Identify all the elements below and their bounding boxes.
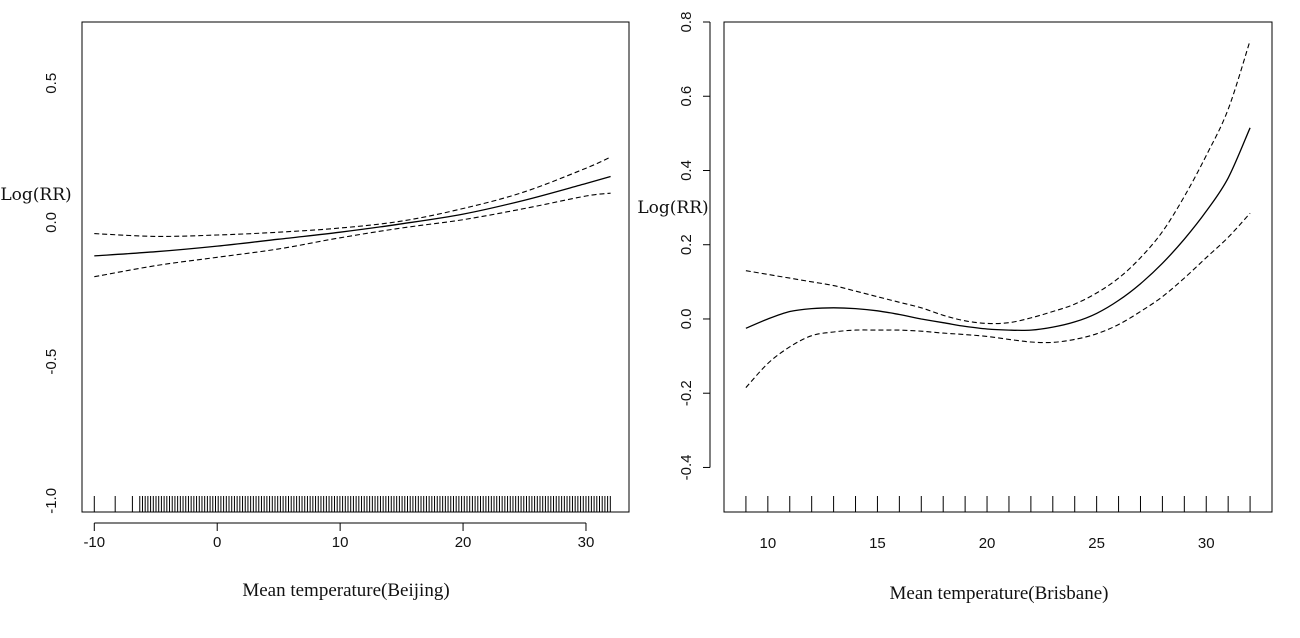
x-tick-label: 30 bbox=[1198, 535, 1215, 552]
ci-lower-line bbox=[745, 212, 1251, 388]
x-tick-label: 10 bbox=[332, 534, 349, 551]
x-tick-label: 15 bbox=[869, 535, 886, 552]
x-tick-label: 20 bbox=[455, 534, 472, 551]
plot-frame bbox=[723, 21, 1273, 513]
y-axis-title: Log(RR) bbox=[637, 198, 708, 218]
ci-upper-line bbox=[94, 156, 611, 237]
y-tick-label: -0.4 bbox=[678, 455, 695, 481]
x-tick-label: 20 bbox=[979, 535, 996, 552]
y-tick-label: 0.6 bbox=[678, 86, 695, 107]
y-tick-label: -1.0 bbox=[43, 488, 60, 514]
x-tick-label: 25 bbox=[1088, 535, 1105, 552]
y-tick-label: 0.5 bbox=[43, 73, 60, 94]
y-tick-label: 0.8 bbox=[678, 12, 695, 33]
ci-upper-line bbox=[745, 40, 1251, 325]
y-tick-label: -0.5 bbox=[43, 349, 60, 375]
y-tick-label: -0.2 bbox=[678, 380, 695, 406]
ci-lower-line bbox=[94, 192, 611, 278]
plot-frame bbox=[81, 21, 630, 513]
y-tick-label: 0.0 bbox=[678, 309, 695, 330]
y-tick-label: 0.2 bbox=[678, 234, 695, 255]
y-tick-label: 0.0 bbox=[43, 212, 60, 233]
x-tick-label: -10 bbox=[83, 534, 105, 551]
brisbane-panel: -0.4 -0.2 0.0 0.2 0.4 0.6 0.8 10 15 20 25 30 Log(RR)… bbox=[637, 12, 1273, 604]
estimate-line bbox=[745, 127, 1251, 332]
y-tick-label: 0.4 bbox=[678, 160, 695, 181]
x-axis-title: Mean temperature(Beijing) bbox=[242, 580, 449, 601]
beijing-panel: -1.0 -0.5 0.0 0.5 -10 0 10 20 30 Log(RR) Mean temp… bbox=[0, 21, 630, 601]
x-tick-label: 30 bbox=[578, 534, 595, 551]
x-tick-label: 0 bbox=[213, 534, 221, 551]
y-axis-title: Log(RR) bbox=[0, 185, 71, 205]
x-tick-label: 10 bbox=[759, 535, 776, 552]
x-axis-title: Mean temperature(Brisbane) bbox=[890, 583, 1109, 604]
estimate-line bbox=[94, 175, 611, 257]
